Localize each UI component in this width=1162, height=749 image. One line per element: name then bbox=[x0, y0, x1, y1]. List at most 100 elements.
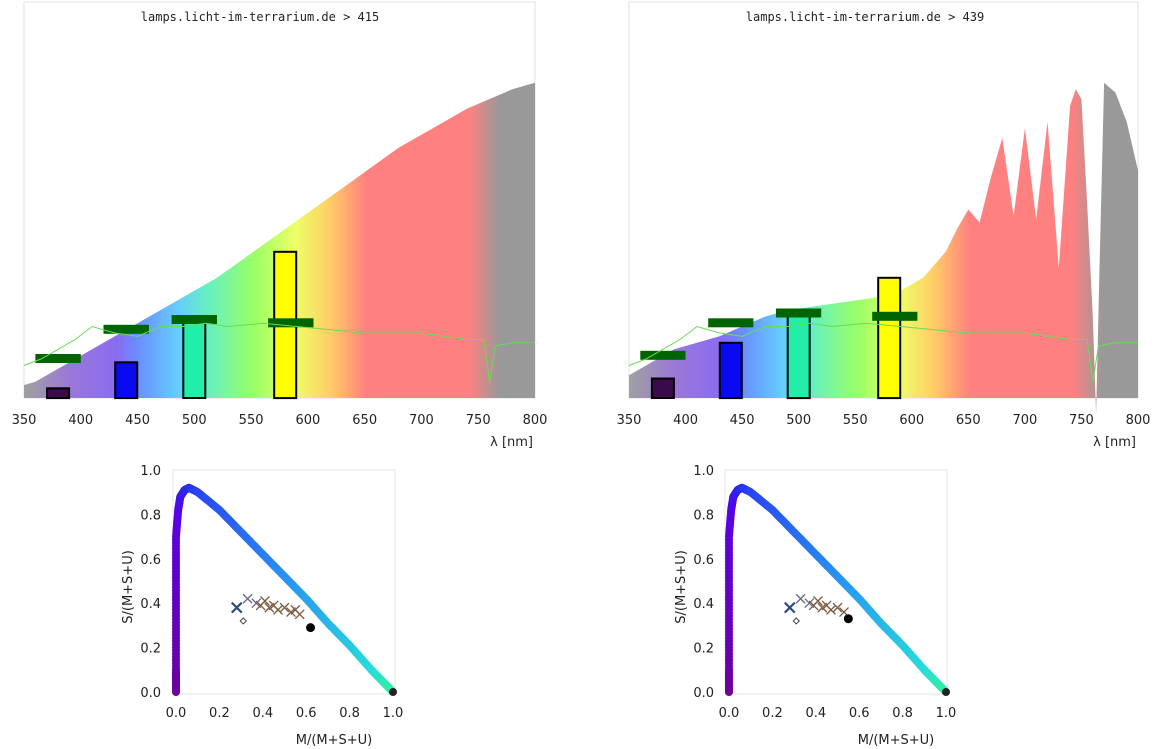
reference-mark-1 bbox=[35, 354, 81, 363]
cross-marker-8 bbox=[826, 604, 836, 615]
cross-marker-1 bbox=[783, 601, 796, 614]
x-axis-label-1: λ [nm] bbox=[490, 435, 533, 450]
locus-endpoint bbox=[389, 688, 397, 696]
locus-endpoint bbox=[942, 688, 950, 696]
x-tick-label-s2-6: 1.0 bbox=[936, 706, 957, 721]
x-tick-label-s2-3: 0.4 bbox=[805, 706, 826, 721]
x-tick-label-s1-3: 0.4 bbox=[252, 706, 273, 721]
x-tick-label-s1-6: 1.0 bbox=[383, 706, 404, 721]
y-tick-label-s2-4: 0.6 bbox=[693, 553, 714, 568]
cross-marker-5 bbox=[260, 596, 270, 606]
spectrum-fill-1 bbox=[24, 82, 535, 399]
cross-marker-9 bbox=[279, 602, 290, 613]
cross-marker-2 bbox=[242, 593, 253, 604]
cross-marker-8 bbox=[273, 604, 283, 615]
chart-title-1: lamps.licht-im-terrarium.de > 415 bbox=[141, 10, 379, 24]
y-tick-label-s1-2: 0.2 bbox=[140, 642, 161, 657]
cross-marker-5 bbox=[813, 596, 823, 606]
y-axis-label-3: S/(M+S+U) bbox=[121, 550, 136, 624]
x-tick-label-1-4: 500 bbox=[182, 413, 207, 428]
reference-mark-group-2 bbox=[640, 308, 918, 360]
daylight-curve-2 bbox=[628, 322, 1138, 382]
diamond-marker bbox=[239, 617, 247, 625]
y-tick-label-s2-5: 0.8 bbox=[693, 508, 714, 523]
scatter-ticks-1: 0.0 0.2 0.4 0.6 0.8 1.0 0.0 0.2 0.4 0.6 0.8 1.0 bbox=[140, 464, 403, 721]
spectrum-chart-2: lamps.licht-im-terrarium.de > 439 350 400… bbox=[617, 1, 1151, 450]
reference-mark-4 bbox=[268, 318, 314, 328]
x-tick-label-1-9: 750 bbox=[466, 413, 491, 428]
chromaticity-chart-2: 0.0 0.2 0.4 0.6 0.8 1.0 0.0 0.2 0.4 0.6 0.8 1.0 M/(… bbox=[674, 464, 956, 748]
x-ticks-1: 350 400 450 500 550 600 650 700 750 800 bbox=[12, 413, 548, 428]
daylight-line-1 bbox=[23, 322, 535, 382]
x-tick-label-s2-2: 0.2 bbox=[762, 706, 783, 721]
reference-mark-1 bbox=[640, 350, 686, 360]
x-tick-label-1-6: 600 bbox=[295, 413, 320, 428]
x-tick-label-1-3: 450 bbox=[125, 413, 150, 428]
spectrum-area-1 bbox=[24, 82, 535, 399]
x-tick-label-2-2: 400 bbox=[673, 413, 698, 428]
x-tick-label-s2-4: 0.6 bbox=[849, 706, 870, 721]
scatter-ticks-2: 0.0 0.2 0.4 0.6 0.8 1.0 0.0 0.2 0.4 0.6 0.8 1.0 bbox=[693, 464, 956, 721]
y-tick-label-s1-6: 1.0 bbox=[140, 464, 161, 479]
x-tick-label-s2-5: 0.8 bbox=[892, 706, 913, 721]
x-tick-label-2-5: 550 bbox=[843, 413, 868, 428]
x-tick-label-s1-2: 0.2 bbox=[209, 706, 230, 721]
x-tick-label-s2-1: 0.0 bbox=[719, 706, 740, 721]
x-tick-label-s1-1: 0.0 bbox=[166, 706, 187, 721]
y-tick-label-s1-5: 0.8 bbox=[140, 508, 161, 523]
x-tick-label-1-10: 800 bbox=[523, 413, 548, 428]
diamond-marker bbox=[792, 617, 800, 625]
x-axis-label-3: M/(M+S+U) bbox=[296, 733, 373, 748]
reference-mark-3 bbox=[171, 315, 217, 324]
y-tick-label-s2-6: 1.0 bbox=[693, 464, 714, 479]
x-tick-label-s1-5: 0.8 bbox=[339, 706, 360, 721]
reference-mark-3 bbox=[776, 308, 822, 318]
y-axis-label-4: S/(M+S+U) bbox=[674, 550, 689, 624]
receptor-bar-2 bbox=[718, 341, 743, 400]
reference-mark-2 bbox=[708, 318, 754, 328]
receptor-bar-1 bbox=[46, 387, 71, 400]
cross-marker-1 bbox=[230, 601, 243, 614]
scatter-marks-2 bbox=[725, 483, 950, 696]
y-tick-label-s2-3: 0.4 bbox=[693, 597, 714, 612]
x-ticks-2: 350 400 450 500 550 600 650 700 750 800 bbox=[617, 413, 1151, 428]
scatter-marks-1 bbox=[172, 483, 397, 696]
x-tick-label-s1-4: 0.6 bbox=[296, 706, 317, 721]
daylight-line-2 bbox=[628, 322, 1138, 382]
x-tick-label-2-6: 600 bbox=[899, 413, 924, 428]
x-axis-label-2: λ [nm] bbox=[1093, 435, 1136, 450]
x-tick-label-2-7: 650 bbox=[956, 413, 981, 428]
cross-marker-2 bbox=[795, 593, 806, 604]
spectrum-area-2 bbox=[629, 82, 1138, 415]
y-tick-label-s1-1: 0.0 bbox=[140, 686, 161, 701]
x-tick-label-2-4: 500 bbox=[786, 413, 811, 428]
receptor-bar-4 bbox=[877, 276, 902, 400]
reference-mark-2 bbox=[103, 324, 149, 334]
daylight-curve-1 bbox=[23, 322, 535, 382]
x-tick-label-2-1: 350 bbox=[617, 413, 642, 428]
bar-group-2 bbox=[650, 276, 902, 400]
y-tick-label-s2-2: 0.2 bbox=[693, 642, 714, 657]
x-tick-label-2-3: 450 bbox=[730, 413, 755, 428]
receptor-bar-1 bbox=[650, 377, 675, 399]
lamp-point bbox=[306, 623, 316, 633]
x-tick-label-1-7: 650 bbox=[352, 413, 377, 428]
x-tick-label-1-5: 550 bbox=[239, 413, 264, 428]
x-tick-label-1-1: 350 bbox=[12, 413, 37, 428]
spectrum-chart-1: lamps.licht-im-terrarium.de > 415 350 400… bbox=[12, 1, 548, 450]
x-tick-label-2-8: 700 bbox=[1012, 413, 1037, 428]
y-tick-label-s1-3: 0.4 bbox=[140, 597, 161, 612]
spectrum-fill-2 bbox=[629, 82, 1138, 415]
reference-mark-group-1 bbox=[35, 315, 314, 363]
receptor-bar-3 bbox=[182, 319, 207, 399]
x-tick-label-2-9: 750 bbox=[1069, 413, 1094, 428]
chart-title-2: lamps.licht-im-terrarium.de > 439 bbox=[746, 10, 984, 24]
cross-marker-12 bbox=[294, 609, 305, 620]
cross-marker-9 bbox=[832, 602, 843, 613]
reference-mark-4 bbox=[872, 311, 918, 321]
y-tick-label-s2-1: 0.0 bbox=[693, 686, 714, 701]
chromaticity-chart-1: 0.0 0.2 0.4 0.6 0.8 1.0 0.0 0.2 0.4 0.6 0.8 1.0 M/(… bbox=[121, 464, 403, 748]
x-tick-label-2-10: 800 bbox=[1126, 413, 1151, 428]
receptor-bar-2 bbox=[114, 361, 139, 400]
